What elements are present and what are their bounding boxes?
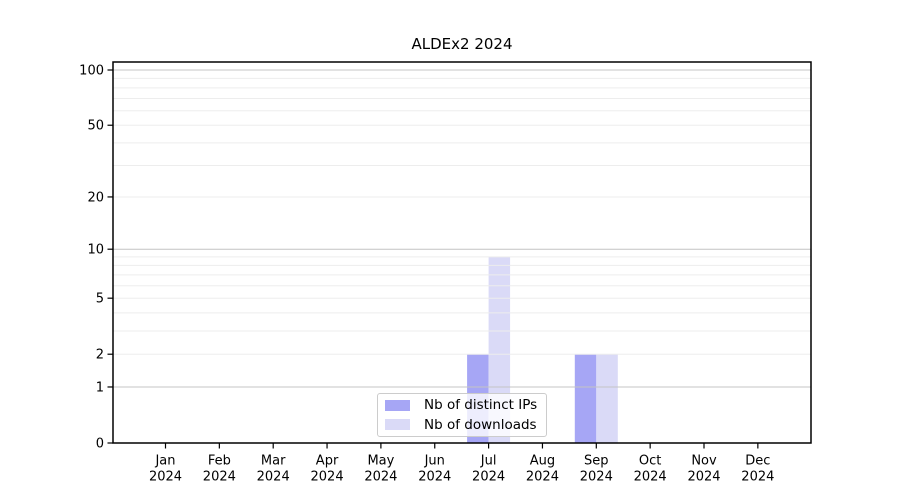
legend-swatch-distinct-ips — [385, 399, 410, 411]
y-tick-label-0: 0 — [96, 437, 104, 452]
legend-item-downloads: Nb of downloads — [378, 417, 546, 433]
y-tick-label-20: 20 — [87, 190, 104, 205]
x-tick-label-apr: Apr — [316, 454, 339, 469]
x-tick-year-jun: 2024 — [418, 470, 451, 485]
x-tick-label-may: May — [367, 454, 394, 469]
x-tick-year-nov: 2024 — [687, 470, 720, 485]
x-tick-label-jul: Jul — [480, 454, 497, 469]
x-tick-year-mar: 2024 — [257, 470, 290, 485]
x-tick-label-aug: Aug — [530, 454, 555, 469]
x-tick-label-oct: Oct — [639, 454, 661, 469]
chart-title: ALDEx2 2024 — [411, 35, 513, 53]
x-tick-year-jul: 2024 — [472, 470, 505, 485]
x-tick-label-mar: Mar — [261, 454, 286, 469]
x-tick-label-dec: Dec — [745, 454, 770, 469]
legend-label-downloads: Nb of downloads — [424, 416, 537, 433]
legend: Nb of distinct IPs Nb of downloads — [377, 393, 547, 437]
y-tick-label-2: 2 — [96, 348, 104, 363]
y-tick-label-50: 50 — [87, 119, 104, 134]
x-tick-label-feb: Feb — [208, 454, 231, 469]
legend-item-distinct-ips: Nb of distinct IPs — [378, 397, 546, 413]
x-tick-year-feb: 2024 — [203, 470, 236, 485]
bar-sep-downloads — [596, 354, 618, 443]
x-tick-year-jan: 2024 — [149, 470, 182, 485]
x-tick-label-nov: Nov — [691, 454, 717, 469]
x-tick-year-aug: 2024 — [526, 470, 559, 485]
x-tick-year-may: 2024 — [364, 470, 397, 485]
x-tick-label-jan: Jan — [154, 454, 175, 469]
y-tick-label-5: 5 — [96, 292, 104, 307]
x-tick-year-dec: 2024 — [741, 470, 774, 485]
y-tick-label-100: 100 — [79, 64, 104, 79]
x-tick-label-jun: Jun — [424, 454, 445, 469]
legend-swatch-downloads — [385, 419, 410, 431]
x-tick-year-sep: 2024 — [580, 470, 613, 485]
y-tick-label-10: 10 — [87, 243, 104, 258]
x-tick-label-sep: Sep — [584, 454, 609, 469]
y-tick-label-1: 1 — [96, 380, 104, 395]
axes-spines — [112, 61, 812, 444]
legend-label-distinct-ips: Nb of distinct IPs — [424, 397, 538, 414]
x-tick-year-apr: 2024 — [311, 470, 344, 485]
bar-sep-distinct-ips — [574, 354, 597, 443]
x-tick-year-oct: 2024 — [634, 470, 667, 485]
